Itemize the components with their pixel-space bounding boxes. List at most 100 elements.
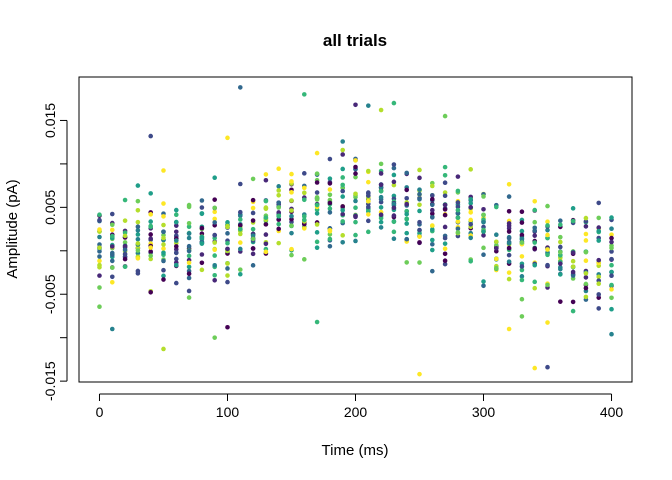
data-point-outlier xyxy=(225,135,230,141)
data-point xyxy=(378,194,384,200)
data-point xyxy=(122,247,128,253)
data-point xyxy=(225,246,230,252)
data-point xyxy=(378,212,384,218)
data-point xyxy=(301,197,307,203)
data-point xyxy=(570,299,576,305)
data-point-outlier xyxy=(148,133,153,139)
data-point xyxy=(583,258,589,264)
data-point xyxy=(353,194,358,200)
data-point xyxy=(148,191,153,196)
data-point xyxy=(468,258,474,264)
data-point xyxy=(366,198,371,204)
data-point xyxy=(122,243,128,249)
data-point xyxy=(135,228,141,233)
data-point xyxy=(583,231,589,237)
data-point xyxy=(250,233,256,238)
data-point xyxy=(161,277,166,282)
data-point xyxy=(442,246,448,252)
data-point xyxy=(212,175,217,181)
data-point xyxy=(391,229,397,235)
data-point xyxy=(186,243,192,249)
data-point xyxy=(250,218,256,223)
data-point xyxy=(173,212,179,218)
data-point xyxy=(161,273,166,279)
data-point xyxy=(583,238,589,243)
data-point xyxy=(225,279,230,285)
data-point xyxy=(609,226,614,232)
data-point xyxy=(289,171,294,177)
data-point xyxy=(570,273,576,278)
data-point xyxy=(161,214,166,219)
data-point xyxy=(289,190,294,195)
data-point xyxy=(442,164,448,170)
data-point xyxy=(314,245,320,250)
data-point xyxy=(545,282,550,288)
x-tick-label: 200 xyxy=(344,404,368,420)
data-point xyxy=(519,209,525,215)
data-point xyxy=(468,204,474,210)
data-point xyxy=(583,249,589,255)
data-point xyxy=(442,212,448,218)
data-point xyxy=(506,181,512,187)
data-point xyxy=(97,249,102,254)
data-point xyxy=(430,237,435,243)
data-point xyxy=(263,222,269,227)
data-point xyxy=(97,245,102,250)
data-point xyxy=(186,235,192,241)
data-point xyxy=(109,211,115,217)
data-point xyxy=(609,295,614,301)
data-point xyxy=(404,260,410,265)
data-point xyxy=(250,236,256,242)
data-point xyxy=(237,226,243,232)
data-point xyxy=(583,215,589,221)
data-point xyxy=(212,220,217,225)
data-point xyxy=(199,252,205,257)
data-point xyxy=(186,231,192,236)
data-point xyxy=(148,219,153,224)
data-point xyxy=(199,234,205,240)
data-point xyxy=(583,219,589,224)
data-point xyxy=(596,274,602,280)
data-point xyxy=(109,244,115,249)
data-point xyxy=(532,262,538,268)
data-point xyxy=(430,215,435,220)
data-point xyxy=(596,306,602,311)
data-point xyxy=(545,223,550,228)
data-points xyxy=(97,85,614,377)
data-point xyxy=(417,219,422,225)
data-point xyxy=(199,267,205,273)
data-point xyxy=(173,223,179,228)
data-point xyxy=(237,271,243,277)
data-point xyxy=(532,198,538,204)
data-point xyxy=(225,231,230,236)
data-point xyxy=(558,299,563,304)
data-point xyxy=(327,210,333,215)
data-point xyxy=(417,234,422,239)
data-point xyxy=(186,271,192,277)
data-point xyxy=(545,203,550,209)
data-point xyxy=(225,266,230,271)
data-point xyxy=(455,215,461,220)
data-point xyxy=(609,287,614,292)
data-point xyxy=(430,193,435,198)
data-point xyxy=(173,250,179,256)
data-point xyxy=(173,262,179,268)
data-point xyxy=(494,265,499,271)
data-point xyxy=(404,195,410,201)
data-point xyxy=(366,229,371,235)
data-point xyxy=(481,212,486,218)
data-point xyxy=(532,240,538,245)
data-point xyxy=(263,177,269,183)
data-point xyxy=(545,219,550,224)
data-point xyxy=(468,221,474,227)
data-point xyxy=(276,205,281,210)
data-point xyxy=(366,193,371,198)
data-point xyxy=(519,267,525,273)
data-point xyxy=(506,240,512,246)
data-point xyxy=(276,213,281,219)
data-point xyxy=(455,204,461,210)
data-point xyxy=(314,239,320,245)
data-point xyxy=(340,139,345,144)
data-point xyxy=(391,165,397,171)
data-point xyxy=(161,222,166,228)
